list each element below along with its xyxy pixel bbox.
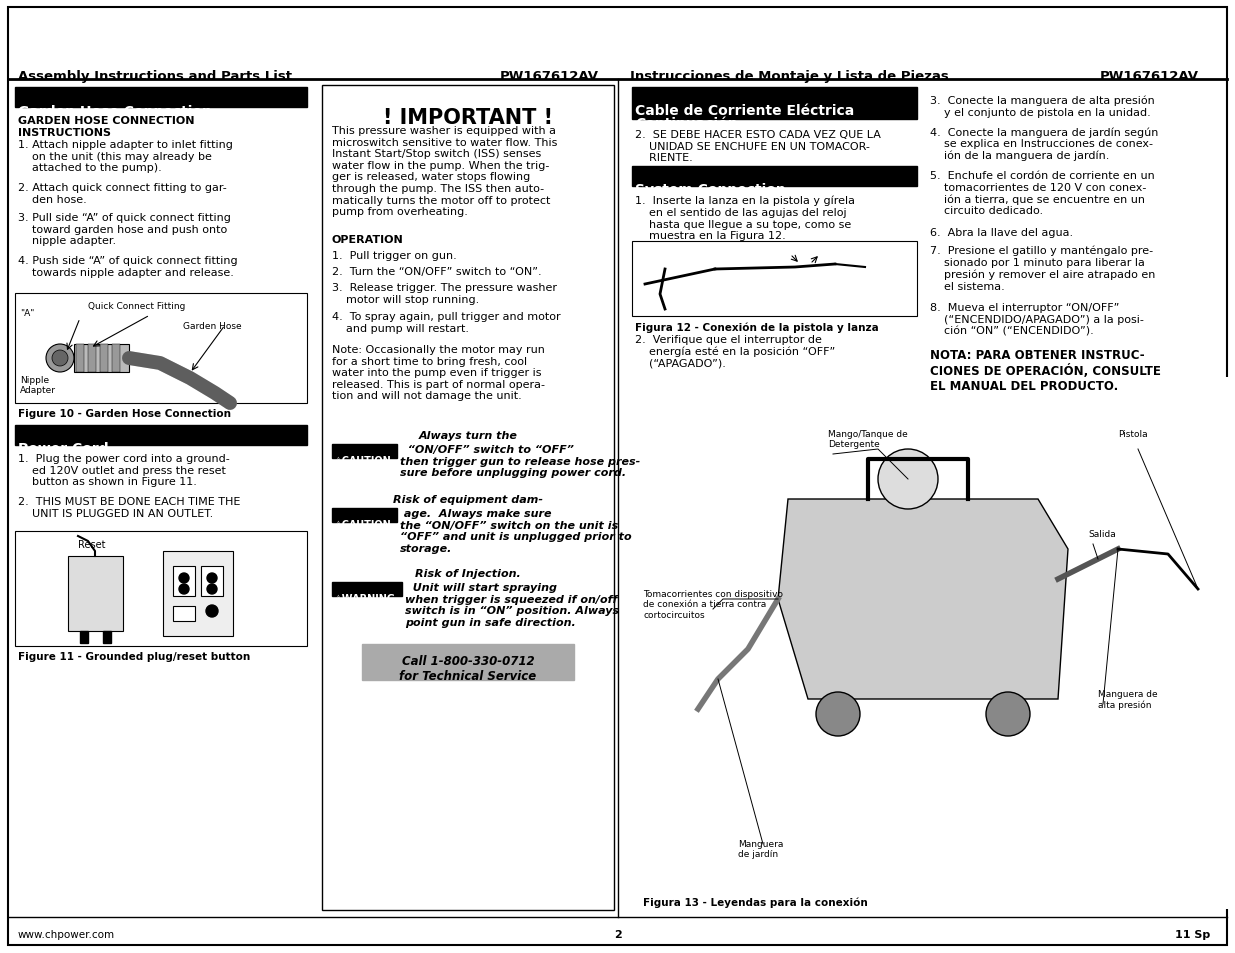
Text: Call 1-800-330-0712
for Technical Service: Call 1-800-330-0712 for Technical Servic… [399,655,537,682]
Text: “ON/OFF” switch to “OFF”
then trigger gun to release hose pres-
sure before unpl: “ON/OFF” switch to “OFF” then trigger gu… [400,444,640,477]
Text: Pistola: Pistola [1118,430,1147,438]
Text: 2.  Turn the “ON/OFF” switch to “ON”.: 2. Turn the “ON/OFF” switch to “ON”. [332,267,542,276]
Text: 4.  To spray again, pull trigger and motor
    and pump will restart.: 4. To spray again, pull trigger and moto… [332,312,561,334]
Text: Garden Hose Connection: Garden Hose Connection [19,105,212,119]
Text: Continuación: Continuación [635,117,737,131]
Text: Salida: Salida [1088,530,1115,538]
Circle shape [207,584,217,595]
Bar [15,88,308,108]
Text: Figure 11 - Grounded plug/reset button: Figure 11 - Grounded plug/reset button [19,651,251,661]
Text: www.chpower.com: www.chpower.com [19,929,115,939]
Bar [332,509,396,522]
Text: 1.  Inserte la lanza en la pistola y gírela
    en el sentido de las agujas del : 1. Inserte la lanza en la pistola y gíre… [635,195,855,241]
Text: Nipple
Adapter: Nipple Adapter [20,375,56,395]
Bar [362,644,574,680]
Circle shape [816,692,860,737]
Text: Manguera
de jardín: Manguera de jardín [739,840,783,859]
Text: GARDEN HOSE CONNECTION
INSTRUCTIONS: GARDEN HOSE CONNECTION INSTRUCTIONS [19,116,194,137]
Bar [88,345,96,373]
Bar [173,566,195,597]
Bar [322,86,614,910]
Text: ⚠WARNING: ⚠WARNING [333,594,396,603]
Text: ! IMPORTANT !: ! IMPORTANT ! [383,108,553,128]
Text: "A": "A" [20,309,35,317]
Circle shape [179,584,189,595]
Text: Always turn the: Always turn the [419,431,517,440]
Text: Assembly Instructions and Parts List: Assembly Instructions and Parts List [19,70,291,83]
Bar [15,426,308,446]
Bar [112,345,120,373]
Text: 3. Pull side “A” of quick connect fitting
    toward garden hose and push onto
 : 3. Pull side “A” of quick connect fittin… [19,213,231,246]
Text: Power Cord: Power Cord [19,441,109,456]
Text: 2.  THIS MUST BE DONE EACH TIME THE
    UNIT IS PLUGGED IN AN OUTLET.: 2. THIS MUST BE DONE EACH TIME THE UNIT … [19,497,241,518]
Text: Risk of Injection.: Risk of Injection. [415,568,521,578]
Bar [632,88,918,120]
Bar [15,294,308,403]
Text: Mango/Tanque de
Detergente: Mango/Tanque de Detergente [827,430,908,449]
Circle shape [179,574,189,583]
Circle shape [52,351,68,367]
Text: 2. Attach quick connect fitting to gar-
    den hose.: 2. Attach quick connect fitting to gar- … [19,183,227,204]
Bar [332,582,403,597]
Text: 3.  Conecte la manguera de alta presión
    y el conjunto de pistola en la unida: 3. Conecte la manguera de alta presión y… [930,96,1155,118]
Text: Figura 12 - Conexión de la pistola y lanza: Figura 12 - Conexión de la pistola y lan… [635,323,879,334]
Text: Cable de Corriente Eléctrica: Cable de Corriente Eléctrica [635,104,855,118]
Text: This pressure washer is equipped with a
microswitch sensitive to water flow. Thi: This pressure washer is equipped with a … [332,126,557,217]
Text: OPERATION: OPERATION [332,234,404,245]
Circle shape [207,574,217,583]
Text: 3.  Release trigger. The pressure washer
    motor will stop running.: 3. Release trigger. The pressure washer … [332,283,557,304]
Text: 2.  SE DEBE HACER ESTO CADA VEZ QUE LA
    UNIDAD SE ENCHUFE EN UN TOMACOR-
    : 2. SE DEBE HACER ESTO CADA VEZ QUE LA UN… [635,130,881,163]
Text: Risk of equipment dam-: Risk of equipment dam- [393,495,543,504]
Text: 7.  Presione el gatillo y manténgalo pre-
    sionado por 1 minuto para liberar : 7. Presione el gatillo y manténgalo pre-… [930,246,1156,292]
Bar [74,345,128,373]
Text: System Connection: System Connection [635,183,785,196]
Bar [100,345,107,373]
Text: Unit will start spraying
when trigger is squeezed if on/off
switch is in “ON” po: Unit will start spraying when trigger is… [405,582,619,627]
Text: 1.  Plug the power cord into a ground-
    ed 120V outlet and press the reset
  : 1. Plug the power cord into a ground- ed… [19,454,230,487]
Bar [173,606,195,621]
Text: Note: Occasionally the motor may run
for a short time to bring fresh, cool
water: Note: Occasionally the motor may run for… [332,345,545,401]
Text: PW167612AV: PW167612AV [500,70,599,83]
Bar [68,557,124,631]
Text: Reset: Reset [78,539,105,550]
Circle shape [46,345,74,373]
Text: Figura 13 - Leyendas para la conexión: Figura 13 - Leyendas para la conexión [643,897,868,907]
Text: 8.  Mueva el interruptor “ON/OFF”
    (“ENCENDIDO/APAGADO”) a la posi-
    ción : 8. Mueva el interruptor “ON/OFF” (“ENCEN… [930,303,1144,335]
Text: 5.  Enchufe el cordón de corriente en un
    tomacorrientes de 120 V con conex-
: 5. Enchufe el cordón de corriente en un … [930,171,1155,216]
Text: Figure 10 - Garden Hose Connection: Figure 10 - Garden Hose Connection [19,409,231,418]
Text: ⚠CAUTION: ⚠CAUTION [333,519,391,530]
Text: ⚠CAUTION: ⚠CAUTION [333,456,391,465]
Bar [332,444,396,458]
Bar [632,167,918,187]
Text: 11 Sp: 11 Sp [1174,929,1210,939]
Text: Quick Connect Fitting: Quick Connect Fitting [88,302,185,311]
Text: PW167612AV: PW167612AV [1100,70,1199,83]
Bar [632,242,918,316]
Circle shape [878,450,939,510]
Circle shape [986,692,1030,737]
Bar [80,631,88,643]
Text: age.  Always make sure
the “ON/OFF” switch on the unit is
“OFF” and unit is unpl: age. Always make sure the “ON/OFF” switc… [400,509,631,554]
Bar [77,345,84,373]
Text: 1. Attach nipple adapter to inlet fitting
    on the unit (this may already be
 : 1. Attach nipple adapter to inlet fittin… [19,140,233,173]
Bar [201,566,224,597]
Text: Tomacorrientes con dispositivo
de conexión a tierra contra
cortocircuitos: Tomacorrientes con dispositivo de conexi… [643,589,783,619]
Bar [103,631,111,643]
Bar [629,377,1235,909]
Circle shape [206,605,219,618]
Text: 4. Push side “A” of quick connect fitting
    towards nipple adapter and release: 4. Push side “A” of quick connect fittin… [19,255,237,277]
Polygon shape [778,499,1068,700]
Text: NOTA: PARA OBTENER INSTRUC-
CIONES DE OPERACIÓN, CONSULTE
EL MANUAL DEL PRODUCTO: NOTA: PARA OBTENER INSTRUC- CIONES DE OP… [930,349,1161,393]
Bar [15,532,308,646]
Text: Garden Hose: Garden Hose [183,322,242,331]
Bar [163,552,233,637]
Text: 4.  Conecte la manguera de jardín según
    se explica en Instrucciones de conex: 4. Conecte la manguera de jardín según s… [930,127,1158,161]
Text: 2.  Verifique que el interruptor de
    energía esté en la posición “OFF”
    (“: 2. Verifique que el interruptor de energ… [635,335,835,369]
Text: Manguera de
alta presión: Manguera de alta presión [1098,689,1157,709]
Text: 6.  Abra la llave del agua.: 6. Abra la llave del agua. [930,228,1073,237]
Text: Instrucciones de Montaje y Lista de Piezas: Instrucciones de Montaje y Lista de Piez… [630,70,948,83]
Text: 1.  Pull trigger on gun.: 1. Pull trigger on gun. [332,251,457,261]
Text: 2: 2 [614,929,622,939]
